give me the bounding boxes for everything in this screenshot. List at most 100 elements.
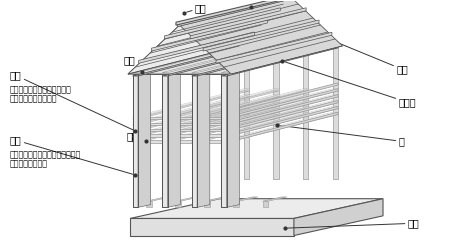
Polygon shape (162, 95, 278, 123)
Polygon shape (191, 89, 308, 117)
Polygon shape (221, 101, 337, 129)
Polygon shape (221, 103, 337, 131)
Polygon shape (191, 106, 308, 135)
Polygon shape (162, 101, 278, 129)
Polygon shape (162, 103, 278, 131)
Polygon shape (179, 0, 342, 74)
Polygon shape (221, 97, 337, 125)
Polygon shape (138, 32, 254, 63)
Polygon shape (162, 91, 278, 119)
Polygon shape (332, 46, 337, 179)
Polygon shape (132, 114, 249, 143)
Polygon shape (132, 106, 249, 135)
Text: 軒桁: 軒桁 (123, 56, 139, 70)
Polygon shape (221, 45, 337, 73)
Text: 母屋: 母屋 (187, 3, 206, 13)
Polygon shape (191, 101, 308, 129)
Text: 構造上重要な部位の柱: 構造上重要な部位の柱 (10, 94, 57, 104)
Text: 基礎: 基礎 (287, 218, 419, 228)
Text: 棟木: 棟木 (253, 8, 407, 74)
Polygon shape (226, 112, 337, 143)
Polygon shape (138, 71, 151, 207)
Polygon shape (132, 89, 249, 117)
Polygon shape (226, 83, 337, 113)
Text: 管柱: 管柱 (10, 135, 132, 174)
Polygon shape (162, 114, 278, 143)
Polygon shape (132, 112, 249, 140)
Text: 小屋梁: 小屋梁 (284, 62, 415, 107)
Polygon shape (132, 129, 226, 131)
Polygon shape (191, 91, 308, 119)
Polygon shape (226, 89, 337, 119)
Text: 壁面の下地として使われる柱で、: 壁面の下地として使われる柱で、 (10, 150, 81, 159)
Polygon shape (132, 45, 249, 73)
Polygon shape (191, 48, 308, 76)
Polygon shape (162, 112, 278, 140)
Polygon shape (132, 48, 249, 76)
Text: 通柱: 通柱 (10, 70, 132, 130)
Polygon shape (204, 201, 209, 207)
Polygon shape (293, 199, 382, 235)
Polygon shape (146, 197, 170, 201)
Polygon shape (273, 46, 278, 179)
Polygon shape (151, 20, 267, 51)
Polygon shape (175, 201, 180, 207)
Polygon shape (221, 114, 337, 143)
Polygon shape (202, 20, 318, 51)
Polygon shape (221, 112, 337, 140)
Polygon shape (226, 95, 337, 125)
Polygon shape (233, 197, 258, 201)
Polygon shape (132, 135, 226, 137)
Polygon shape (191, 103, 308, 131)
Polygon shape (132, 74, 138, 207)
Polygon shape (191, 108, 308, 137)
Polygon shape (128, 0, 290, 74)
Polygon shape (243, 46, 249, 179)
Polygon shape (132, 42, 337, 70)
Polygon shape (204, 197, 228, 201)
Polygon shape (146, 201, 152, 207)
Polygon shape (191, 45, 308, 73)
Polygon shape (162, 48, 278, 76)
Polygon shape (167, 71, 180, 207)
Polygon shape (221, 91, 337, 119)
Polygon shape (132, 123, 226, 125)
Polygon shape (177, 0, 293, 27)
Polygon shape (191, 95, 308, 123)
Polygon shape (130, 218, 293, 235)
Polygon shape (221, 108, 337, 137)
Polygon shape (262, 201, 268, 207)
Polygon shape (221, 74, 226, 207)
Polygon shape (226, 42, 337, 74)
Polygon shape (175, 197, 199, 201)
Polygon shape (191, 114, 308, 143)
Polygon shape (130, 199, 382, 218)
Polygon shape (190, 8, 305, 39)
Polygon shape (226, 71, 239, 207)
Polygon shape (191, 97, 308, 125)
Polygon shape (132, 70, 226, 74)
Polygon shape (221, 48, 337, 76)
Polygon shape (132, 97, 249, 125)
Polygon shape (128, 25, 231, 74)
Polygon shape (162, 106, 278, 135)
Polygon shape (162, 89, 278, 117)
Polygon shape (162, 108, 278, 137)
Polygon shape (177, 0, 293, 27)
Polygon shape (132, 95, 249, 123)
Polygon shape (162, 45, 278, 73)
Polygon shape (221, 106, 337, 135)
Polygon shape (302, 46, 308, 179)
Text: 桁: 桁 (279, 125, 404, 146)
Polygon shape (221, 95, 337, 123)
Text: 胴差し: 胴差し (126, 131, 144, 141)
Polygon shape (132, 108, 249, 137)
Polygon shape (197, 71, 209, 207)
Polygon shape (221, 89, 337, 117)
Polygon shape (132, 117, 226, 119)
Polygon shape (132, 91, 249, 119)
Text: 補強的な部位の柱: 補強的な部位の柱 (10, 159, 48, 168)
Text: 基礎台から軒高まで貫通する: 基礎台から軒高まで貫通する (10, 85, 71, 94)
Polygon shape (216, 32, 331, 63)
Polygon shape (262, 197, 287, 201)
